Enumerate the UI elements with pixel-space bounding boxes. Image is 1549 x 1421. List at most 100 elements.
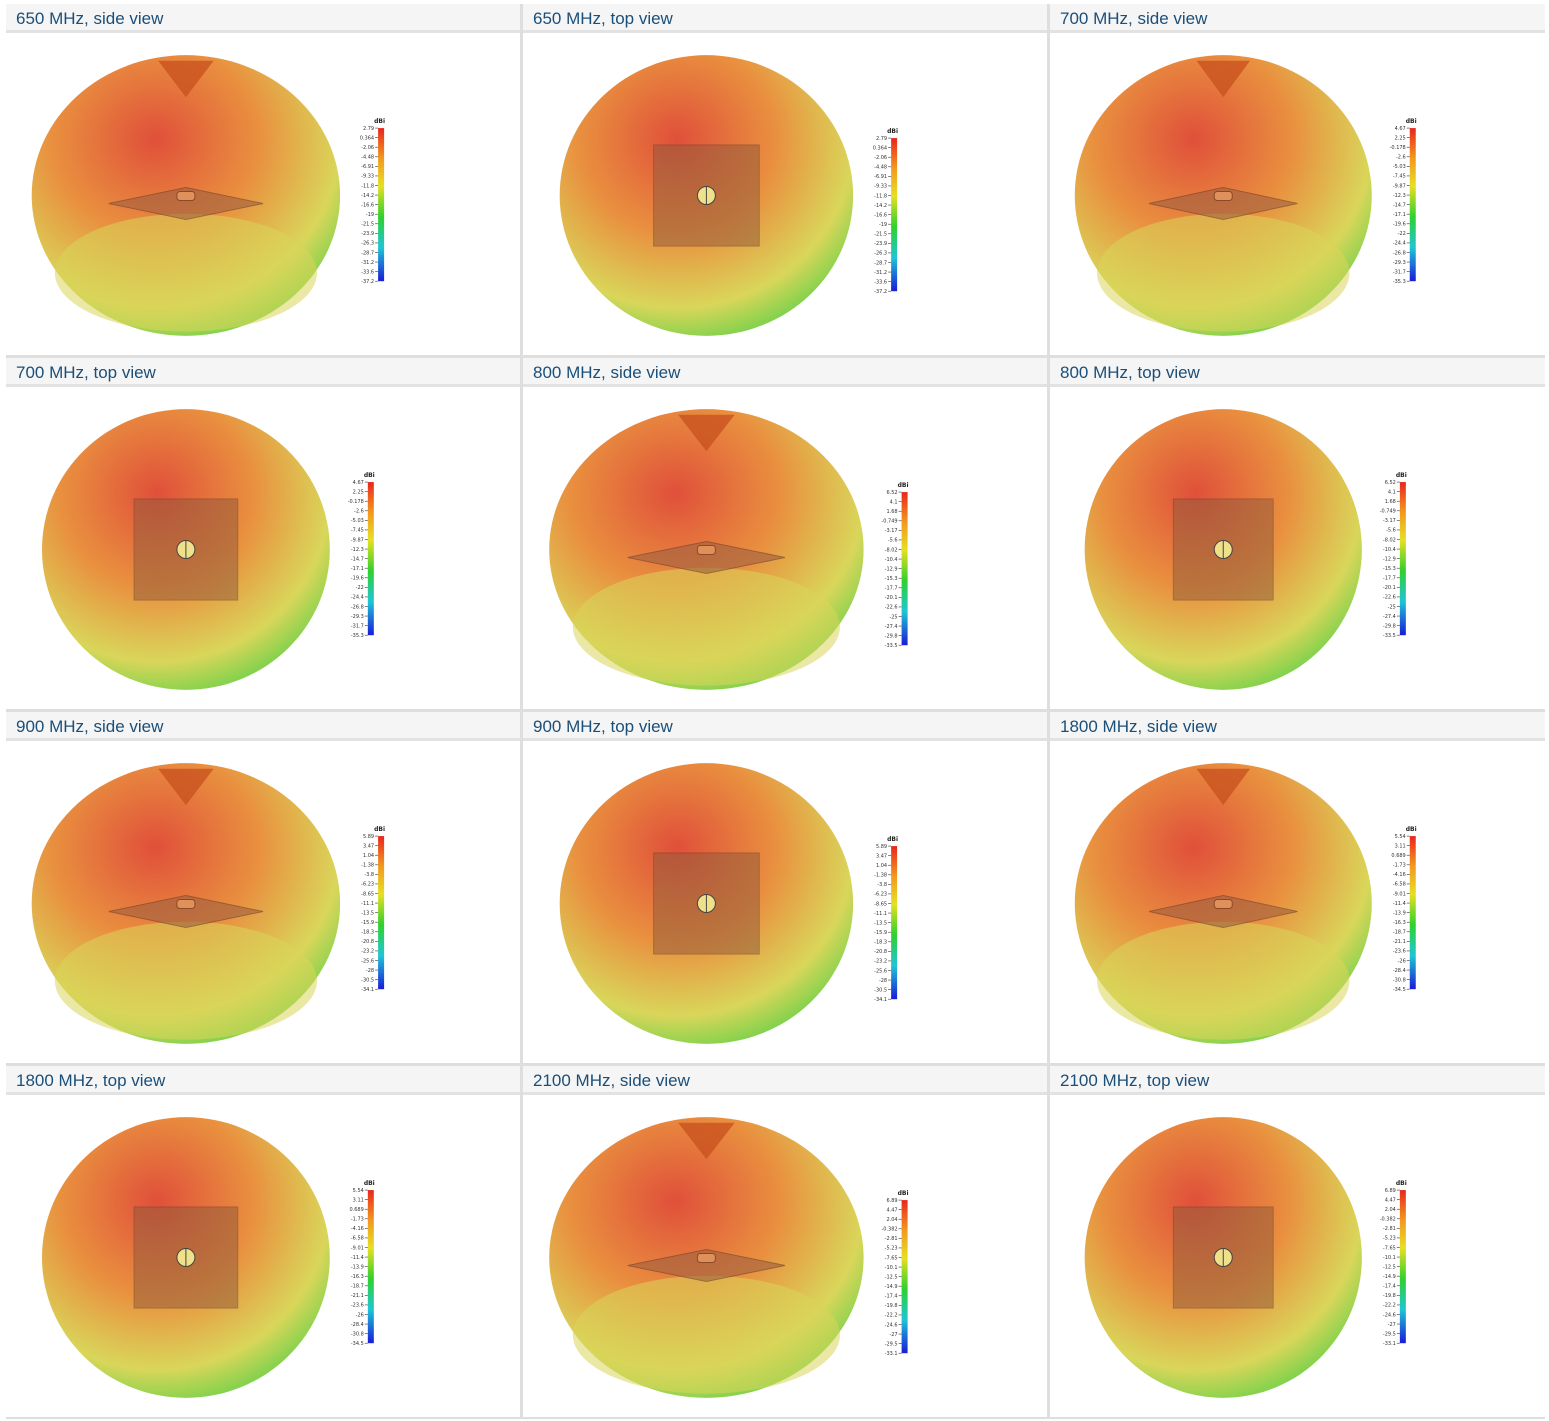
scale-tick-label: 6.52 [1385,480,1396,486]
scale-tick-label: -18.7 [1393,930,1406,936]
scale-tick-label: -17.1 [1393,212,1406,218]
scale-tick-label: -11.4 [351,1255,364,1261]
scale-tick-label: -7.65 [1383,1245,1396,1251]
scale-tick-label: -25.6 [874,968,887,974]
scale-tick-label: -24.6 [1383,1312,1396,1318]
scale-tick-label: -24.4 [1393,241,1406,247]
scale-tick-label: -8.65 [874,901,887,907]
scale-tick-label: -34.1 [874,997,887,1003]
scale-tick-label: -13.5 [361,910,374,916]
antenna-feed [1213,191,1233,201]
color-scale-bar [891,138,898,292]
scale-tick-label: -6.23 [874,892,887,898]
panel-caption: 800 MHz, side view [523,358,1047,387]
scale-tick-label: -18.7 [351,1284,364,1290]
scale-tick-label: -25.6 [361,958,374,964]
scale-tick-label: -21.1 [351,1293,364,1299]
scale-unit: dBi [374,118,385,125]
scale-tick-label: -25 [1388,604,1396,610]
scale-tick-label: -21.5 [874,232,887,238]
scale-tick-label: -2.06 [874,155,887,161]
scale-tick-label: -20.1 [1383,585,1396,591]
scale-tick-label: -19.6 [1393,222,1406,228]
scale-tick-label: -28.7 [874,260,887,266]
scale-tick-label: -11.1 [874,911,887,917]
radiation-pattern-image: dBi 5.54 3.11 0.689 -1.73 -4.16 -6.58 -9.01 -11.… [6,1098,520,1417]
radiation-pattern-image: dBi 4.67 2.25 -0.178 -2.6 -5.03 -7.45 -9.87 -12.… [6,390,520,709]
scale-tick-label: -30.5 [874,987,887,993]
radiation-pattern-image: dBi 5.89 3.47 1.04 -1.38 -3.8 -6.23 -8.65 -11.1 -… [6,744,520,1063]
scale-tick-label: -18.3 [874,940,887,946]
pattern-notch [678,414,735,452]
pattern-lower-lobe [54,213,317,332]
color-scale-bar [1399,482,1406,636]
scale-tick-label: -0.382 [881,1227,897,1233]
scale-tick-label: -27.4 [1383,614,1396,620]
scale-tick-label: -28.4 [351,1322,364,1328]
pattern-notch [1196,60,1250,98]
antenna-feed [696,1253,716,1263]
scale-tick-label: -5.6 [1386,528,1396,534]
color-scale-bar [367,482,374,636]
scale-tick-label: 5.89 [363,834,374,840]
scale-tick-label: -10.1 [1383,1255,1396,1261]
scale-tick-label: 2.79 [363,126,374,132]
scale-tick-label: -33.6 [874,279,887,285]
scale-tick-label: -5.03 [1393,164,1406,170]
scale-tick-label: -26.3 [874,251,887,257]
color-scale-bar [891,846,898,1000]
scale-tick-label: -20.8 [361,939,374,945]
scale-tick-label: -9.01 [1393,891,1406,897]
scale-tick-label: 6.52 [886,490,897,496]
scale-tick-label: -15.9 [874,930,887,936]
scale-tick-label: -9.33 [361,174,374,180]
panel: 1800 MHz, top view dBi 5.54 3.11 0.689 -1.73 -… [6,1066,520,1417]
scale-tick-label: 4.67 [353,480,364,486]
scale-tick-label: -14.7 [351,556,364,562]
pattern-notch [1196,768,1250,806]
scale-unit: dBi [364,1180,375,1187]
scale-tick-label: -23.9 [361,231,374,237]
scale-tick-label: 3.11 [353,1197,364,1203]
scale-tick-label: -31.2 [874,270,887,276]
scale-tick-label: -10.1 [885,1265,898,1271]
scale-tick-label: -0.178 [1390,145,1406,151]
scale-tick-label: -29.3 [351,614,364,620]
scale-tick-label: -3.8 [364,872,374,878]
scale-tick-label: -3.8 [877,882,887,888]
scale-tick-label: -35.3 [1393,279,1406,285]
panel-caption: 900 MHz, side view [6,712,520,741]
scale-tick-label: 1.04 [876,863,887,869]
scale-tick-label: -9.01 [351,1245,364,1251]
pattern-notch [158,768,214,806]
scale-tick-label: -28 [366,968,374,974]
scale-tick-label: -16.6 [361,202,374,208]
scale-tick-label: -30.5 [361,977,374,983]
color-scale-bar [378,836,385,990]
scale-tick-label: -37.2 [361,279,374,285]
scale-tick-label: -34.5 [1393,987,1406,993]
scale-tick-label: -13.9 [351,1264,364,1270]
scale-tick-label: -18.3 [361,930,374,936]
scale-tick-label: -30.8 [1393,977,1406,983]
color-scale-bar [901,492,908,646]
ground-plane [627,1248,786,1283]
scale-tick-label: -5.6 [888,538,898,544]
scale-tick-label: -1.38 [874,873,887,879]
scale-tick-label: 2.04 [886,1217,897,1223]
scale-tick-label: -15.3 [1383,566,1396,572]
scale-tick-label: -14.7 [1393,202,1406,208]
radiation-pattern-image: dBi 6.89 4.47 2.04 -0.382 -2.81 -5.23 -7.65 -10.… [523,1098,1047,1417]
radiation-pattern-image: dBi 6.89 4.47 2.04 -0.382 -2.81 -5.23 -7.65 -10.… [1050,1098,1545,1417]
scale-tick-label: -28 [879,978,887,984]
scale-tick-label: -0.749 [881,519,897,525]
scale-tick-label: -28.4 [1393,968,1406,974]
scale-tick-label: -11.8 [874,193,887,199]
scale-tick-label: -11.1 [361,901,374,907]
scale-tick-label: -12.5 [1383,1264,1396,1270]
panel: 2100 MHz, side view dBi 6.89 4.47 2.04 -0.382… [523,1066,1047,1417]
